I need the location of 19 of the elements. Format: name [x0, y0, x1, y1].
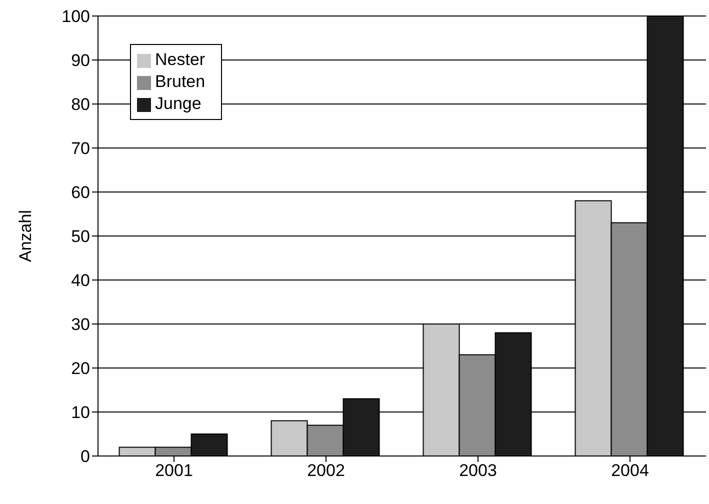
y-tick-label: 60 [71, 183, 90, 202]
y-tick-label: 30 [71, 315, 90, 334]
y-tick-label: 20 [71, 359, 90, 378]
x-tick-label: 2001 [155, 461, 193, 480]
y-tick-label: 40 [71, 271, 90, 290]
legend-label: Nester [155, 50, 206, 69]
y-tick-label: 0 [80, 447, 90, 466]
y-tick-label: 70 [71, 139, 90, 158]
x-tick-label: 2004 [611, 461, 649, 480]
y-tick-label: 80 [71, 95, 90, 114]
x-tick-label: 2002 [307, 461, 345, 480]
x-tick-label: 2003 [459, 461, 497, 480]
y-tick-label: 50 [71, 227, 90, 246]
legend-label: Junge [155, 94, 202, 113]
y-tick-label: 100 [62, 7, 90, 26]
y-tick-label: 90 [71, 51, 90, 70]
legend-label: Bruten [155, 72, 206, 91]
y-tick-label: 10 [71, 403, 90, 422]
y-axis-title: Anzahl [16, 210, 36, 262]
